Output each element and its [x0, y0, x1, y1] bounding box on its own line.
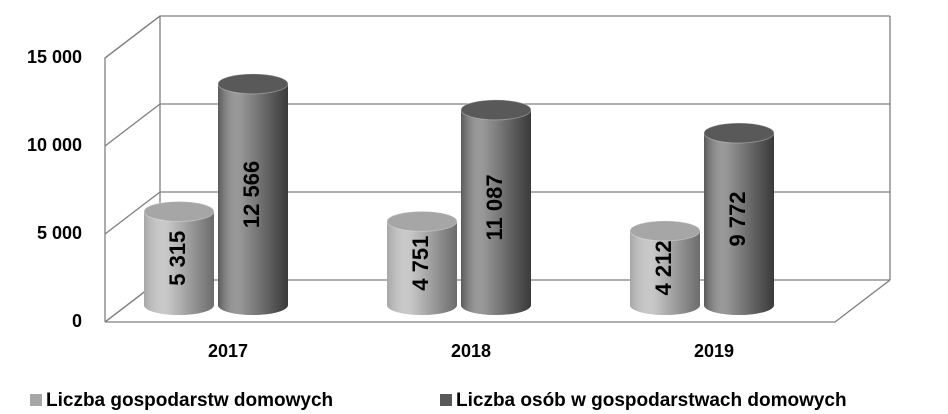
legend-swatch — [440, 394, 452, 406]
y-tick-label: 5 000 — [37, 223, 82, 243]
x-tick-label: 2018 — [451, 341, 491, 361]
value-label: 9 772 — [725, 191, 750, 246]
cylinder — [703, 122, 775, 315]
value-label: 11 087 — [482, 174, 507, 240]
cylinder — [386, 210, 458, 315]
value-label: 4 751 — [408, 236, 433, 291]
x-tick-label: 2019 — [694, 341, 734, 361]
legend-swatch — [30, 394, 42, 406]
value-label: 5 315 — [165, 231, 190, 286]
grid-line — [104, 15, 890, 59]
y-tick-label: 15 000 — [27, 47, 82, 67]
cylinder — [629, 220, 701, 315]
y-tick-label: 10 000 — [27, 135, 82, 155]
legend-label: Liczba osób w gospodarstwach domowych — [456, 390, 847, 411]
grid-line — [104, 191, 890, 235]
cylinder — [217, 73, 289, 315]
value-label: 12 566 — [239, 161, 264, 228]
value-label: 4 212 — [651, 240, 676, 295]
x-tick-label: 2017 — [208, 341, 248, 361]
grid-line — [104, 103, 890, 147]
legend-label: Liczba gospodarstw domowych — [46, 390, 333, 411]
y-tick-label: 0 — [72, 311, 82, 331]
cylinder — [143, 200, 215, 315]
cylinder — [460, 99, 532, 315]
